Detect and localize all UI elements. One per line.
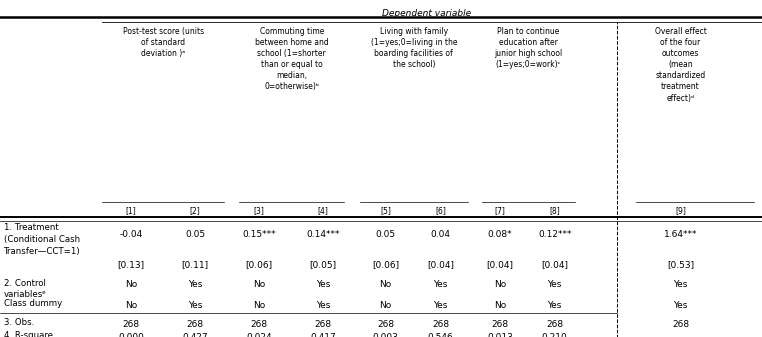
Text: 268: 268 [315,320,331,329]
Text: [1]: [1] [126,206,136,215]
Text: [0.05]: [0.05] [309,260,337,269]
Text: No: No [125,301,137,310]
Text: Post-test score (units
of standard
deviation )ᵃ: Post-test score (units of standard devia… [123,27,203,58]
Text: Yes: Yes [674,280,687,289]
Text: [2]: [2] [190,206,200,215]
Text: [6]: [6] [435,206,446,215]
Text: [0.04]: [0.04] [427,260,454,269]
Text: 268: 268 [432,320,449,329]
Text: 0.013: 0.013 [487,333,513,337]
Text: Overall effect
of the four
outcomes
(mean
standardized
treatment
effect)ᵈ: Overall effect of the four outcomes (mea… [655,27,706,102]
Text: Yes: Yes [316,301,330,310]
Text: 0.15***: 0.15*** [242,230,276,239]
Text: 4. R-square: 4. R-square [4,331,53,337]
Text: 268: 268 [546,320,563,329]
Text: [4]: [4] [318,206,328,215]
Text: 0.08*: 0.08* [488,230,512,239]
Text: 268: 268 [491,320,508,329]
Text: 1. Treatment
(Conditional Cash
Transfer—CCT=1): 1. Treatment (Conditional Cash Transfer—… [4,223,81,256]
Text: No: No [253,301,265,310]
Text: No: No [494,280,506,289]
Text: 2. Control
variablesᵉ: 2. Control variablesᵉ [4,279,46,300]
Text: 3. Obs.: 3. Obs. [4,318,34,328]
Text: [0.04]: [0.04] [486,260,514,269]
Text: [3]: [3] [254,206,264,215]
Text: [5]: [5] [380,206,391,215]
Text: 268: 268 [251,320,267,329]
Text: No: No [253,280,265,289]
Text: 268: 268 [123,320,139,329]
Text: [8]: [8] [549,206,560,215]
Text: 268: 268 [672,320,689,329]
Text: [0.04]: [0.04] [541,260,568,269]
Text: Yes: Yes [548,280,562,289]
Text: Class dummy: Class dummy [4,299,62,308]
Text: 0.05: 0.05 [185,230,205,239]
Text: -0.04: -0.04 [120,230,142,239]
Text: Yes: Yes [548,301,562,310]
Text: 0.14***: 0.14*** [306,230,340,239]
Text: 0.210: 0.210 [542,333,568,337]
Text: [7]: [7] [495,206,505,215]
Text: [0.13]: [0.13] [117,260,145,269]
Text: [0.06]: [0.06] [372,260,399,269]
Text: 0.003: 0.003 [373,333,399,337]
Text: 1.64***: 1.64*** [664,230,697,239]
Text: Yes: Yes [434,280,447,289]
Text: Yes: Yes [316,280,330,289]
Text: 0.000: 0.000 [118,333,144,337]
Text: [0.53]: [0.53] [667,260,694,269]
Text: Commuting time
between home and
school (1=shorter
than or equal to
median,
0=oth: Commuting time between home and school (… [255,27,328,91]
Text: 268: 268 [187,320,203,329]
Text: Yes: Yes [674,301,687,310]
Text: No: No [379,301,392,310]
Text: Yes: Yes [188,301,202,310]
Text: [9]: [9] [675,206,686,215]
Text: 0.04: 0.04 [431,230,450,239]
Text: Dependent variable: Dependent variable [383,9,471,19]
Text: No: No [494,301,506,310]
Text: [0.06]: [0.06] [245,260,273,269]
Text: [0.11]: [0.11] [181,260,209,269]
Text: 0.12***: 0.12*** [538,230,572,239]
Text: Yes: Yes [188,280,202,289]
Text: No: No [379,280,392,289]
Text: 0.427: 0.427 [182,333,208,337]
Text: 268: 268 [377,320,394,329]
Text: 0.417: 0.417 [310,333,336,337]
Text: 0.05: 0.05 [376,230,395,239]
Text: No: No [125,280,137,289]
Text: Plan to continue
education after
junior high school
(1=yes;0=work)ᶜ: Plan to continue education after junior … [494,27,562,69]
Text: 0.546: 0.546 [427,333,453,337]
Text: Living with family
(1=yes;0=living in the
boarding facilities of
the school): Living with family (1=yes;0=living in th… [370,27,457,69]
Text: 0.024: 0.024 [246,333,272,337]
Text: Yes: Yes [434,301,447,310]
